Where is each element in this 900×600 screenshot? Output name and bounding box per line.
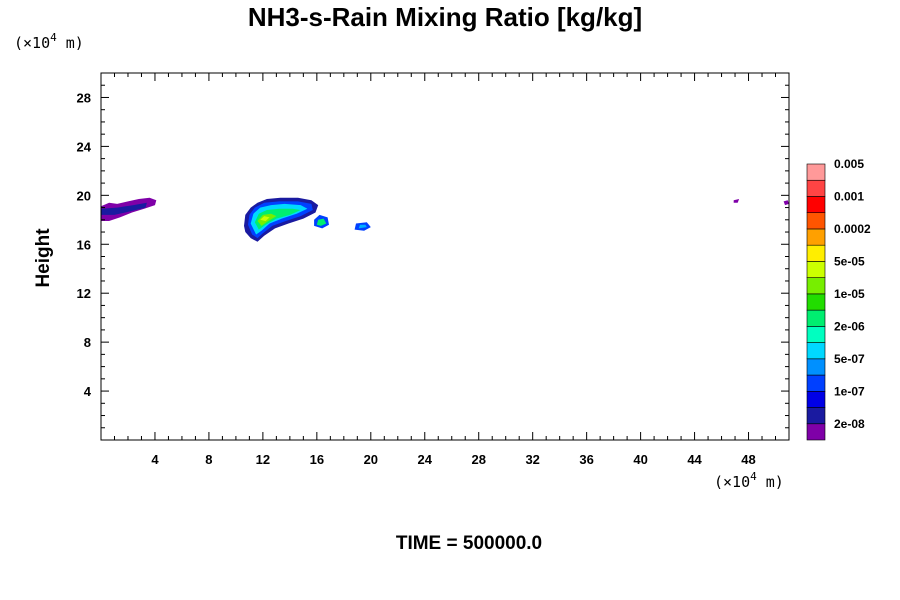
colorbar-label: 2e-06	[834, 319, 865, 333]
colorbar-swatch	[806, 293, 826, 311]
x-tick-label: 28	[471, 452, 485, 467]
small-cell-level-2	[316, 218, 327, 226]
chart-title: NH3-s-Rain Mixing Ratio [kg/kg]	[248, 2, 642, 32]
y-tick-label: 28	[77, 90, 91, 105]
colorbar-swatch	[806, 407, 826, 425]
colorbar-swatch	[806, 212, 826, 230]
x-tick-label: 32	[525, 452, 539, 467]
y-tick-label: 20	[77, 188, 91, 203]
colorbar: 2e-08 1e-07 5e-07 2e-06 1e-05 5e-05 0.0002 0.00…	[806, 157, 871, 441]
x-tick-label: 4	[151, 452, 159, 467]
colorbar-label: 0.0002	[834, 222, 871, 236]
central-cloud-level-5	[257, 213, 277, 226]
plot-frame	[100, 72, 790, 441]
colorbar-swatch	[806, 358, 826, 376]
y-tick-label: 12	[77, 286, 91, 301]
y-tick-label: 8	[84, 335, 91, 350]
x-tick-label: 12	[256, 452, 270, 467]
central-cloud-level-6	[260, 216, 270, 221]
y-unit-label: (×104 m)	[14, 31, 84, 52]
speck-right-1	[733, 199, 740, 203]
colorbar-label: 0.001	[834, 189, 864, 203]
colorbar-label: 5e-05	[834, 254, 865, 268]
colorbar-swatch	[806, 374, 826, 392]
colorbar-swatch	[806, 277, 826, 295]
x-tick-label: 20	[364, 452, 378, 467]
speck-right-2	[783, 200, 789, 206]
x-tick-label: 48	[741, 452, 755, 467]
time-label: TIME = 500000.0	[396, 533, 542, 554]
y-tick-label: 4	[84, 384, 92, 399]
colorbar-swatch	[806, 326, 826, 343]
colorbar-label: 5e-07	[834, 352, 865, 366]
central-cloud-level-4	[254, 208, 301, 230]
colorbar-swatch	[806, 342, 826, 360]
colorbar-swatch	[806, 244, 826, 262]
colorbar-swatch	[806, 261, 826, 278]
left-band-inner	[101, 202, 147, 215]
colorbar-swatch	[806, 179, 826, 197]
x-tick-label: 8	[205, 452, 212, 467]
colorbar-label: 2e-08	[834, 417, 865, 431]
x-unit-label: (×104 m)	[714, 470, 784, 491]
far-cell-level-2	[358, 224, 367, 229]
colorbar-label: 0.005	[834, 157, 864, 171]
x-tick-label: 44	[687, 452, 702, 467]
y-tick-label: 24	[77, 139, 92, 154]
colorbar-label: 1e-07	[834, 384, 865, 398]
y-tick-label: 16	[77, 237, 91, 252]
x-tick-label: 36	[579, 452, 593, 467]
x-tick-label: 24	[418, 452, 433, 467]
colorbar-swatch	[806, 228, 826, 246]
colorbar-swatch	[806, 163, 826, 181]
y-axis-label: Height	[33, 228, 54, 288]
colorbar-swatch	[806, 309, 826, 327]
x-tick-label: 40	[633, 452, 647, 467]
colorbar-label: 1e-05	[834, 287, 865, 301]
x-tick-label: 16	[310, 452, 324, 467]
colorbar-swatch	[806, 423, 826, 441]
colorbar-swatch	[806, 196, 826, 214]
colorbar-swatch	[806, 390, 826, 408]
